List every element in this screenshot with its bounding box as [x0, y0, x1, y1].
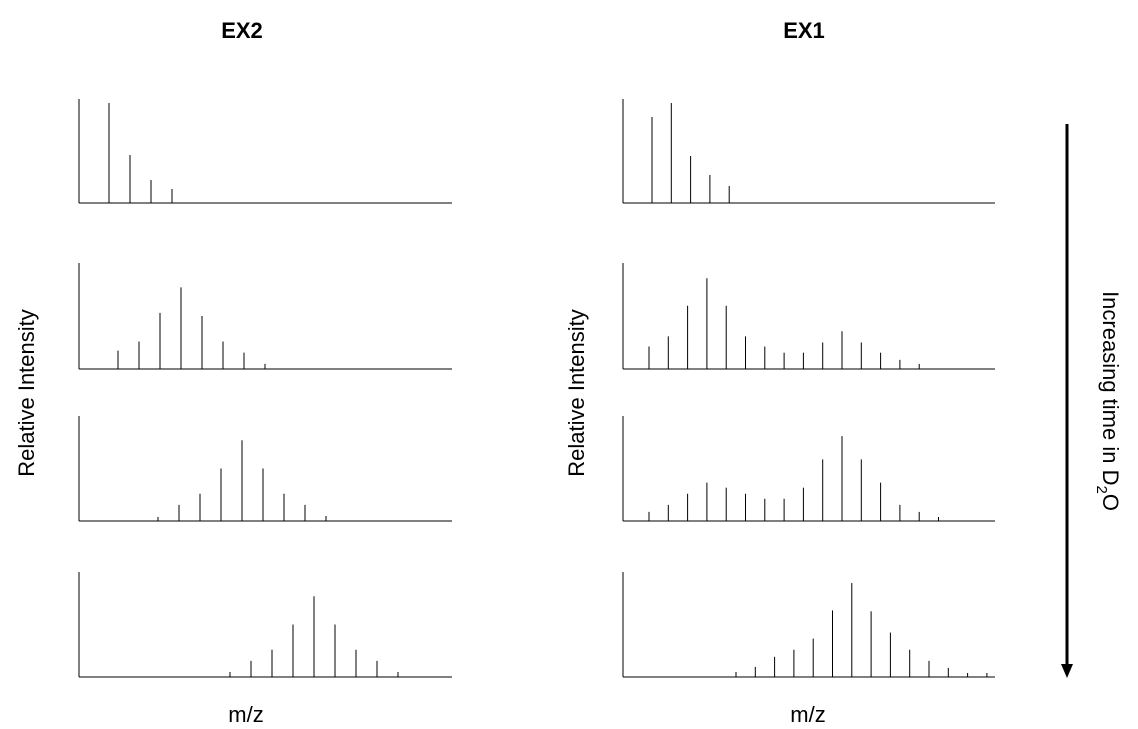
panel-ex2-3 [78, 416, 452, 522]
time-arrow-label: Increasing time in D2O [1093, 291, 1123, 511]
y-label-ex1: Relative Intensity [564, 309, 589, 477]
y-label-ex2: Relative Intensity [14, 309, 39, 477]
time-arrow [1061, 124, 1073, 678]
time-arrow-head-icon [1061, 664, 1073, 678]
panel-ex2-2 [78, 263, 452, 370]
arrow-label-prefix: Increasing time in D [1098, 291, 1123, 485]
panel-ex1-4 [622, 572, 995, 678]
spectra-panels [78, 99, 995, 678]
panel-ex1-2 [622, 263, 995, 370]
title-ex1: EX1 [783, 18, 825, 43]
x-label-ex1: m/z [790, 702, 825, 727]
x-label-ex2: m/z [228, 702, 263, 727]
arrow-label-subscript: 2 [1093, 485, 1110, 493]
arrow-label-suffix: O [1098, 494, 1123, 511]
panel-ex2-4 [78, 572, 452, 678]
title-ex2: EX2 [221, 18, 263, 43]
panel-ex1-1 [622, 99, 995, 204]
panel-ex1-3 [622, 416, 995, 522]
panel-ex2-1 [78, 99, 452, 204]
